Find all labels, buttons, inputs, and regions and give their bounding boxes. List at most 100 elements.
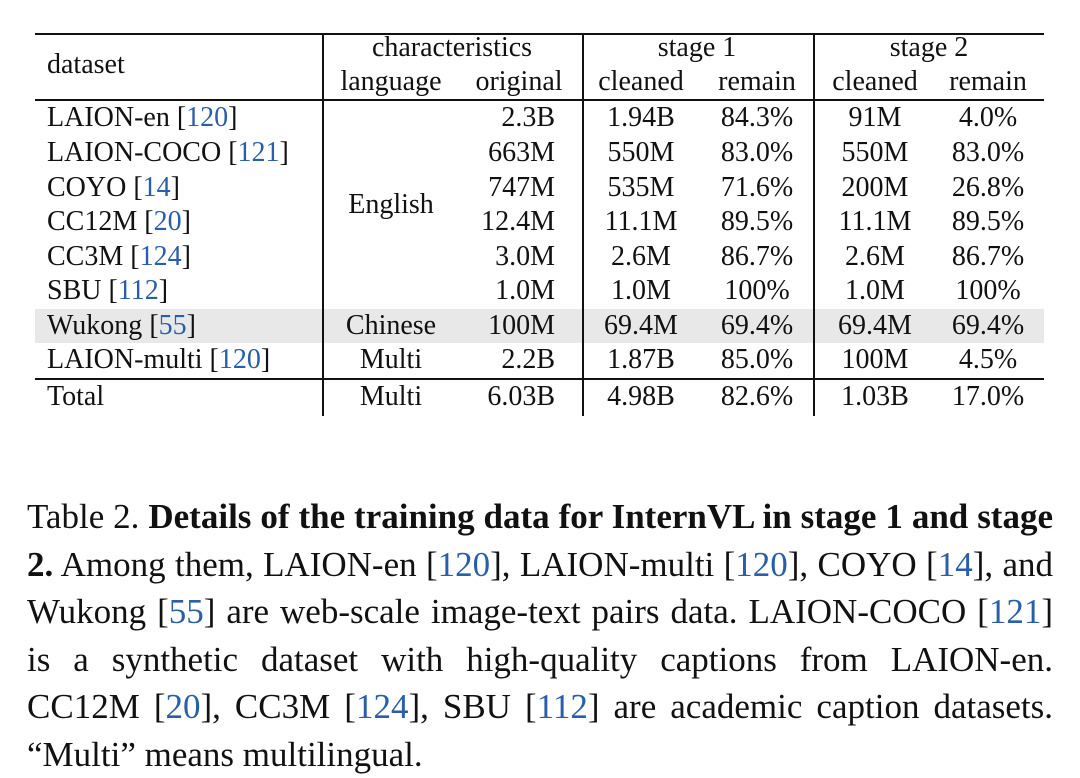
stage2-cleaned-cell: 100M [841, 344, 909, 375]
citation-link[interactable]: 120 [218, 344, 261, 375]
stage2-cleaned-cell: 11.1M [838, 206, 912, 237]
citation-link[interactable]: 55 [168, 592, 204, 631]
citation-link[interactable]: 20 [165, 687, 201, 726]
dataset-name: LAION-multi [120] [47, 344, 271, 375]
total-stage1-cleaned: 4.98B [607, 381, 675, 412]
language-cell: Chinese [345, 310, 437, 341]
stage1-cleaned-cell: 1.0M [611, 275, 671, 306]
caption-text: ], LAION-multi [ [490, 544, 736, 584]
stage2-remain-cell: 69.4% [951, 310, 1025, 341]
dataset-label: LAION-multi [47, 344, 203, 375]
header-stage1-cleaned: cleaned [598, 66, 684, 97]
stage2-remain-cell: 4.5% [958, 344, 1018, 375]
stage2-remain-cell: 26.8% [951, 172, 1025, 203]
stage2-remain-cell: 83.0% [951, 137, 1025, 168]
caption-text: ], CC3M [ [200, 687, 356, 726]
citation-link[interactable]: 121 [988, 592, 1042, 631]
total-rule [35, 378, 1044, 380]
stage1-remain-cell: 89.5% [720, 206, 794, 237]
dataset-label: LAION-en [47, 102, 170, 133]
caption-label: Table 2. [27, 497, 140, 536]
data-table: dataset characteristics stage 1 stage 2 … [35, 32, 1044, 416]
stage1-cleaned-cell: 1.94B [607, 102, 675, 133]
original-cell: 3.0M [495, 241, 555, 272]
top-rule [35, 33, 1044, 35]
dataset-name: COYO [14] [47, 172, 180, 203]
dataset-label: CC12M [47, 206, 138, 237]
stage1-remain-cell: 86.7% [720, 241, 794, 272]
dataset-name: SBU [112] [47, 275, 169, 306]
caption-text: Among them, LAION-en [ [53, 544, 438, 584]
header-stage2-remain: remain [949, 66, 1027, 97]
stage1-cleaned-cell: 2.6M [611, 241, 671, 272]
stage2-remain-cell: 89.5% [951, 206, 1025, 237]
stage1-cleaned-cell: 535M [607, 172, 675, 203]
header-rule [35, 99, 1044, 101]
stage2-remain-cell: 4.0% [958, 102, 1018, 133]
dataset-name: CC3M [124] [47, 241, 191, 272]
header-characteristics: characteristics [371, 32, 533, 63]
dataset-label: LAION-COCO [47, 137, 222, 168]
stage1-remain-cell: 69.4% [720, 310, 794, 341]
stage1-remain-cell: 100% [724, 275, 790, 306]
dataset-label: SBU [47, 275, 102, 306]
original-cell: 1.0M [495, 275, 555, 306]
stage2-cleaned-cell: 2.6M [845, 241, 905, 272]
highlighted-row-background [35, 309, 1044, 343]
caption-text: ], SBU [ [408, 687, 537, 726]
total-original: 6.03B [487, 381, 555, 412]
dataset-label: Wukong [47, 310, 143, 341]
citation-link[interactable]: 124 [355, 687, 409, 726]
header-dataset: dataset [47, 49, 125, 80]
original-cell: 747M [488, 172, 555, 203]
citation-link[interactable]: 55 [158, 310, 187, 341]
citation-link[interactable]: 124 [139, 241, 182, 272]
original-cell: 2.2B [501, 344, 555, 375]
header-original: original [475, 66, 563, 97]
header-stage1-remain: remain [718, 66, 796, 97]
total-stage1-remain: 82.6% [720, 381, 794, 412]
table-caption: Table 2. Details of the training data fo… [27, 493, 1053, 778]
stage1-cleaned-cell: 11.1M [604, 206, 678, 237]
language-cell: Multi [359, 344, 423, 375]
caption-text: ], and Wukong [ [27, 544, 1053, 632]
citation-link[interactable]: 120 [735, 544, 788, 584]
citation-link[interactable]: 112 [536, 687, 588, 726]
column-divider [582, 33, 584, 416]
citation-link[interactable]: 120 [186, 102, 229, 133]
citation-link[interactable]: 120 [437, 544, 491, 584]
caption-text: ] is a synthetic dataset with high-quali… [27, 592, 1053, 726]
dataset-name: Wukong [55] [47, 310, 196, 341]
citation-link[interactable]: 121 [237, 137, 280, 168]
caption-text: ], COYO [ [787, 544, 938, 584]
stage2-cleaned-cell: 200M [841, 172, 909, 203]
stage1-cleaned-cell: 1.87B [607, 344, 675, 375]
stage2-cleaned-cell: 69.4M [838, 310, 912, 341]
stage1-cleaned-cell: 550M [607, 137, 675, 168]
total-stage2-remain: 17.0% [951, 381, 1025, 412]
caption-title: Details of the training data for InternV… [27, 497, 1053, 584]
dataset-name: CC12M [20] [47, 206, 191, 237]
stage1-remain-cell: 85.0% [720, 344, 794, 375]
stage1-remain-cell: 84.3% [720, 102, 794, 133]
stage1-remain-cell: 83.0% [720, 137, 794, 168]
total-language: Multi [359, 381, 423, 412]
header-stage-1: stage 1 [657, 32, 737, 63]
dataset-name: LAION-en [120] [47, 102, 238, 133]
citation-link[interactable]: 20 [153, 206, 182, 237]
citation-link[interactable]: 14 [937, 544, 973, 584]
stage2-cleaned-cell: 91M [848, 102, 902, 133]
original-cell: 100M [488, 310, 555, 341]
column-divider [813, 33, 815, 416]
dataset-label: COYO [47, 172, 127, 203]
stage2-remain-cell: 100% [955, 275, 1021, 306]
column-divider [322, 33, 324, 416]
stage1-cleaned-cell: 69.4M [604, 310, 678, 341]
citation-link[interactable]: 112 [117, 275, 159, 306]
stage1-remain-cell: 71.6% [720, 172, 794, 203]
total-stage2-cleaned: 1.03B [841, 381, 909, 412]
citation-link[interactable]: 14 [142, 172, 171, 203]
caption-text: ] are web-scale image-text pairs data. L… [203, 592, 989, 631]
dataset-label: CC3M [47, 241, 124, 272]
total-label: Total [47, 381, 105, 412]
